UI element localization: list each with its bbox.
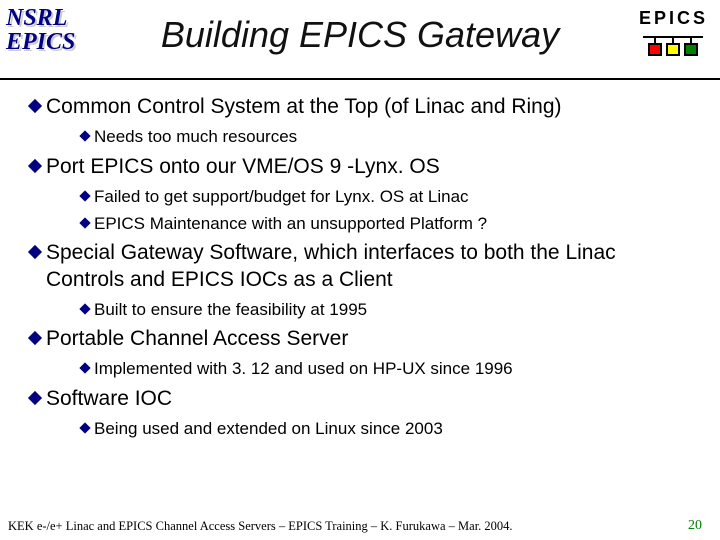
- bullet-text: Implemented with 3. 12 and used on HP-UX…: [94, 358, 513, 379]
- bullet-text: Failed to get support/budget for Lynx. O…: [94, 186, 469, 207]
- bullet-level2: Needs too much resources: [76, 126, 696, 147]
- diamond-bullet-icon: [76, 360, 94, 376]
- diamond-bullet-icon: [76, 420, 94, 436]
- bullet-level1: Portable Channel Access Server: [24, 326, 696, 352]
- bullet-level2: Failed to get support/budget for Lynx. O…: [76, 186, 696, 207]
- bullet-text: Port EPICS onto our VME/OS 9 -Lynx. OS: [46, 154, 440, 180]
- diamond-bullet-icon: [24, 328, 46, 348]
- diamond-bullet-icon: [76, 215, 94, 231]
- slide: NSRL EPICS EPICS Building EPICS Gateway …: [0, 0, 720, 540]
- bullet-text: Software IOC: [46, 386, 172, 412]
- bullet-level1: Common Control System at the Top (of Lin…: [24, 94, 696, 120]
- bullet-text: Portable Channel Access Server: [46, 326, 348, 352]
- bullet-level1: Software IOC: [24, 386, 696, 412]
- bullet-text: Needs too much resources: [94, 126, 297, 147]
- horizontal-rule: [0, 78, 720, 80]
- diamond-bullet-icon: [76, 188, 94, 204]
- page-title: Building EPICS Gateway: [0, 14, 720, 56]
- bullet-text: EPICS Maintenance with an unsupported Pl…: [94, 213, 487, 234]
- content-area: Common Control System at the Top (of Lin…: [24, 94, 696, 445]
- diamond-bullet-icon: [24, 156, 46, 176]
- bullet-level1: Port EPICS onto our VME/OS 9 -Lynx. OS: [24, 154, 696, 180]
- bullet-text: Built to ensure the feasibility at 1995: [94, 299, 367, 320]
- bullet-level2: Implemented with 3. 12 and used on HP-UX…: [76, 358, 696, 379]
- bullet-text: Special Gateway Software, which interfac…: [46, 240, 696, 293]
- diamond-bullet-icon: [76, 128, 94, 144]
- diamond-bullet-icon: [24, 242, 46, 262]
- footer-text: KEK e-/e+ Linac and EPICS Channel Access…: [8, 519, 513, 534]
- bullet-level2: Built to ensure the feasibility at 1995: [76, 299, 696, 320]
- page-number: 20: [688, 518, 702, 534]
- diamond-bullet-icon: [24, 96, 46, 116]
- bullet-level1: Special Gateway Software, which interfac…: [24, 240, 696, 293]
- bullet-level2: EPICS Maintenance with an unsupported Pl…: [76, 213, 696, 234]
- diamond-bullet-icon: [24, 388, 46, 408]
- bullet-text: Common Control System at the Top (of Lin…: [46, 94, 562, 120]
- diamond-bullet-icon: [76, 301, 94, 317]
- bullet-text: Being used and extended on Linux since 2…: [94, 418, 443, 439]
- bullet-level2: Being used and extended on Linux since 2…: [76, 418, 696, 439]
